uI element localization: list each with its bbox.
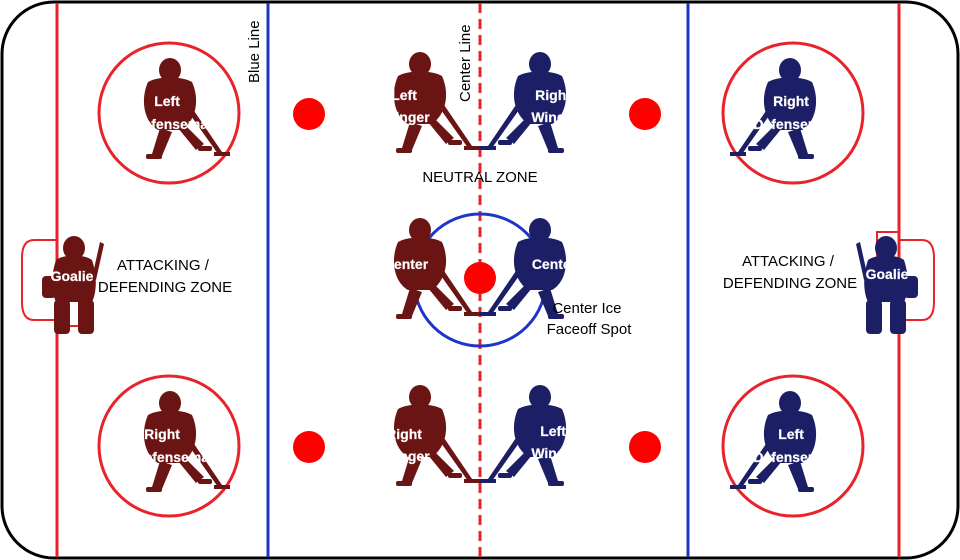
label-left-center: Center: [384, 256, 429, 272]
center-line-label: Center Line: [457, 24, 474, 102]
center-ice-faceoff-dot: [464, 262, 496, 294]
faceoff-circle-right-bottom: [721, 374, 865, 518]
center-spot-label: Center Ice Faceoff Spot: [547, 300, 633, 338]
label-right-center: Center: [532, 256, 577, 272]
goal-crease-right: [899, 239, 935, 321]
label-right-defenseman-right: Right Defenseman: [753, 93, 836, 132]
label-right-winger-right: Right Winger: [531, 87, 579, 125]
label-left-winger-right: Right Winger: [382, 426, 430, 464]
faceoff-dot-neutral-right-top: [629, 98, 661, 130]
faceoff-dot-neutral-right-bottom: [629, 431, 661, 463]
label-left-defenseman-left: Left Defenseman: [133, 93, 216, 132]
label-right-goalie: Goalie: [866, 266, 909, 282]
faceoff-circle-right-top: [721, 41, 865, 185]
faceoff-dot-neutral-left-bottom: [293, 431, 325, 463]
label-left-defenseman-right: Right Defenseman: [134, 426, 217, 465]
neutral-zone-label: NEUTRAL ZONE: [422, 169, 537, 186]
label-right-winger-left: Left Winger: [531, 423, 579, 461]
label-left-goalie: Goalie: [51, 268, 94, 284]
left-zone-label: ATTACKING / DEFENDING ZONE: [98, 257, 232, 296]
goal-crease-left: [21, 239, 57, 321]
faceoff-circle-left-bottom: [97, 374, 241, 518]
label-left-winger-left: Left Winger: [382, 87, 430, 125]
faceoff-dot-neutral-left-top: [293, 98, 325, 130]
blue-line-label: Blue Line: [246, 20, 263, 83]
faceoff-circle-left-top: [97, 41, 241, 185]
label-right-defenseman-left: Left Defenseman: [753, 426, 836, 465]
right-zone-label: ATTACKING / DEFENDING ZONE: [723, 253, 857, 292]
